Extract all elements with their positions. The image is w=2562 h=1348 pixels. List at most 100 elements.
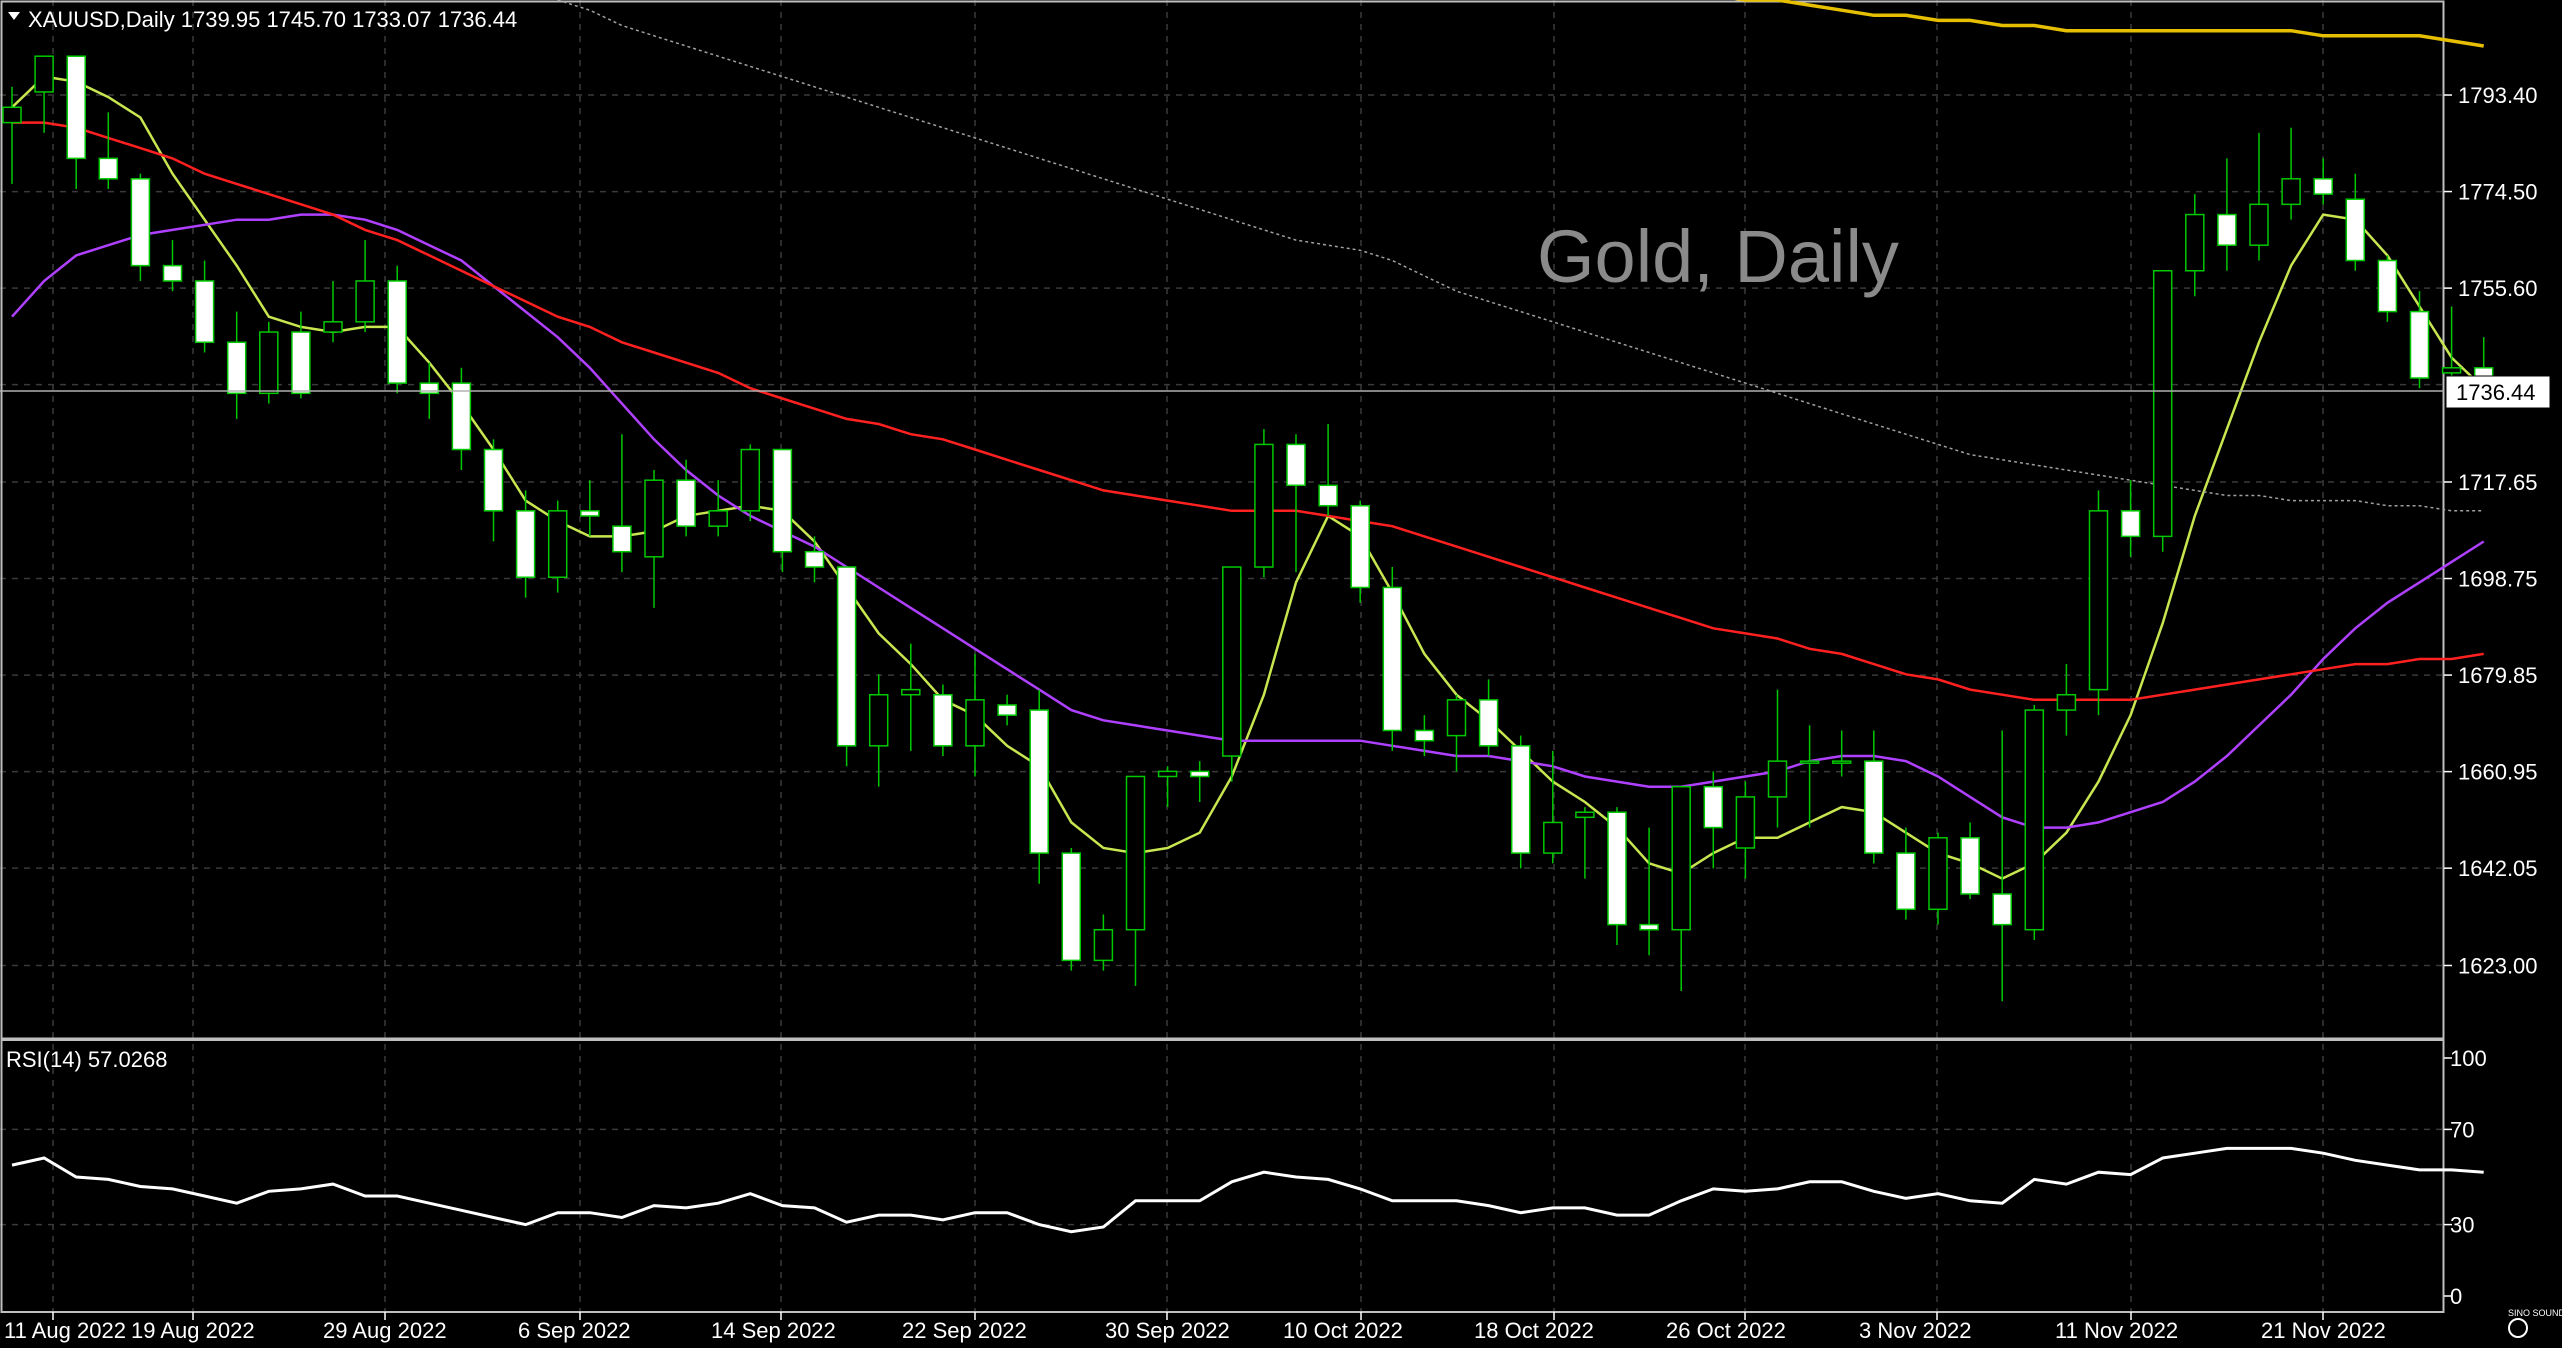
candle-body-bear — [2345, 198, 2366, 262]
candle — [580, 480, 600, 537]
candle-body-bull — [1446, 699, 1467, 737]
candle-body-bull — [547, 510, 568, 578]
candle — [1254, 429, 1274, 578]
candle — [2313, 158, 2333, 205]
candle-body-bull — [868, 693, 889, 747]
candle-body-bear — [1896, 852, 1916, 911]
candle-body-bear — [2217, 213, 2237, 246]
price-tick-label: 1717.65 — [2458, 470, 2538, 495]
candle-body-bull — [1125, 775, 1146, 931]
candle-body-bear — [1382, 586, 1403, 732]
candle — [1318, 423, 1338, 516]
candle — [387, 265, 407, 394]
candle-body-bull — [2152, 269, 2173, 538]
candle — [1061, 847, 1082, 971]
rsi-panel-frame — [0, 1039, 2445, 1313]
candle-body-bear — [1414, 729, 1435, 742]
candle-body-bear — [226, 341, 247, 395]
candle-body-bull — [259, 331, 279, 395]
candle — [323, 280, 343, 343]
candle-body-bear — [451, 382, 472, 451]
candle — [2, 86, 22, 184]
candle — [66, 55, 86, 190]
candle — [708, 480, 728, 537]
candle-body-bear — [1189, 770, 1210, 778]
candle — [98, 112, 119, 190]
rsi-label: RSI(14) 57.0268 — [6, 1047, 167, 1072]
candle — [130, 173, 151, 281]
candle — [1543, 750, 1563, 864]
candle-body-bull — [34, 55, 54, 93]
price-tick-label: 1660.95 — [2458, 760, 2538, 785]
candle — [1767, 689, 1788, 828]
candle-body-bull — [323, 321, 343, 333]
candle — [1350, 500, 1370, 603]
price-tick-label: 1774.50 — [2458, 180, 2538, 205]
moving-average-lines — [11, 0, 2485, 880]
candle-body-bear — [419, 382, 440, 395]
candle — [2056, 664, 2077, 736]
candle — [1189, 761, 1210, 803]
candle — [1960, 822, 1980, 900]
candle — [1125, 775, 1146, 986]
candle — [1222, 566, 1242, 782]
candle-body-bull — [901, 688, 921, 696]
symbol-dropdown-icon[interactable] — [8, 12, 20, 20]
date-tick-label: 14 Sep 2022 — [711, 1318, 836, 1343]
candle — [1799, 725, 1820, 828]
date-tick-label: 18 Oct 2022 — [1474, 1318, 1594, 1343]
logo-text: SINO SOUND — [2508, 1308, 2562, 1318]
candle-body-bear — [1350, 504, 1370, 589]
candle — [804, 536, 825, 583]
candle — [483, 439, 504, 542]
candle — [2441, 306, 2462, 384]
candle-body-bull — [1735, 796, 1756, 849]
candle — [1414, 715, 1435, 757]
date-tick-label: 26 Oct 2022 — [1666, 1318, 1786, 1343]
candle — [2409, 291, 2430, 389]
symbol-info: XAUUSD,Daily 1739.95 1745.70 1733.07 173… — [28, 7, 517, 32]
candle-body-bear — [1318, 484, 1338, 507]
candle — [1671, 785, 1691, 992]
candle — [1928, 832, 1948, 925]
candle-body-bear — [162, 264, 183, 282]
candle — [965, 653, 985, 777]
date-axis: 11 Aug 2022 19 Aug 2022 29 Aug 2022 6 Sep 2… — [4, 1312, 2386, 1343]
rsi-line — [11, 1146, 2484, 1234]
candle — [1735, 781, 1756, 879]
candle — [2120, 480, 2141, 557]
candle — [291, 311, 311, 399]
candle-body-bull — [1093, 928, 1114, 962]
candle-body-bear — [515, 510, 536, 578]
candle-body-bear — [66, 55, 86, 160]
candle — [2185, 194, 2205, 297]
price-tick-label: 1623.00 — [2458, 953, 2538, 978]
candle — [2249, 132, 2269, 261]
candle-body-bear — [676, 479, 696, 527]
candle — [1510, 735, 1531, 869]
price-tick-label: 1679.85 — [2458, 663, 2538, 688]
candle — [2088, 490, 2109, 716]
date-tick-label: 30 Sep 2022 — [1105, 1318, 1230, 1343]
price-axis: 1793.40 1774.50 1755.60 1717.65 1698.75 1679.… — [2444, 83, 2538, 978]
candle-body-bear — [836, 566, 857, 747]
candle — [259, 321, 279, 404]
price-tick-label: 1642.05 — [2458, 856, 2538, 881]
candle-body-bear — [2409, 310, 2430, 379]
candle-body-bull — [2249, 203, 2269, 246]
watermark-title: Gold, Daily — [1537, 215, 1899, 298]
date-tick-label: 3 Nov 2022 — [1859, 1318, 1972, 1343]
candle — [644, 469, 664, 608]
candle-body-bear — [2120, 510, 2141, 538]
candle — [34, 55, 54, 133]
candle-body-bear — [804, 550, 825, 568]
candle-body-bull — [1157, 770, 1178, 778]
candle — [1093, 914, 1114, 971]
candle-body-bear — [2377, 259, 2398, 313]
candle — [1478, 679, 1499, 757]
candle-body-bull — [2441, 367, 2462, 374]
price-tick-label: 1793.40 — [2458, 83, 2538, 108]
date-tick-label: 29 Aug 2022 — [323, 1318, 447, 1343]
rsi-axis: 100 70 30 0 — [2444, 1046, 2487, 1309]
